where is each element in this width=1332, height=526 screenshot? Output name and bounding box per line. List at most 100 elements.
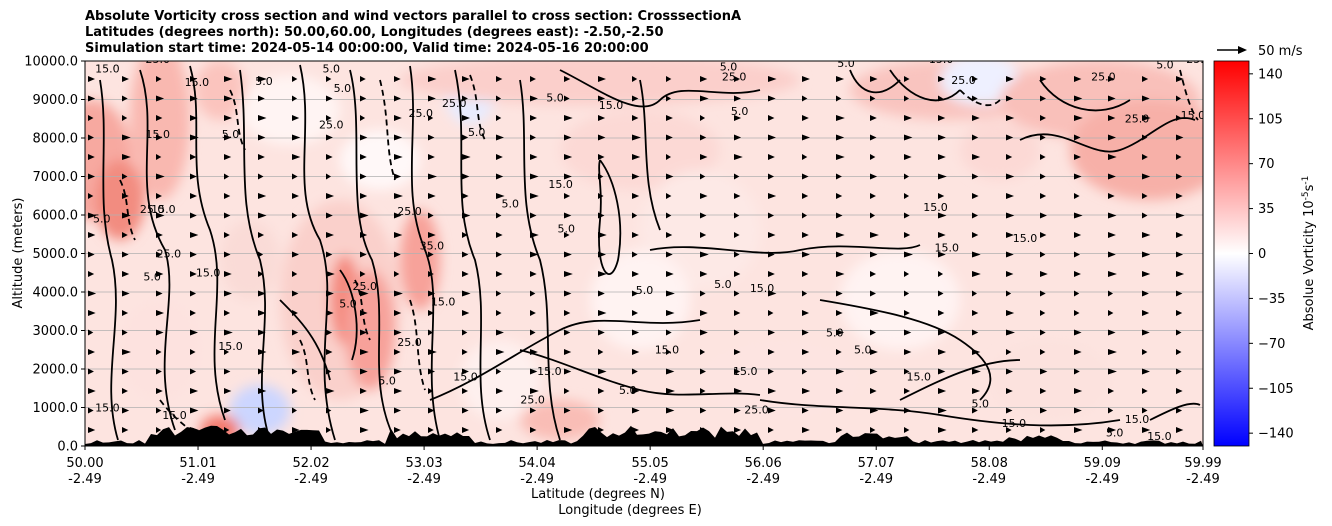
x-tick-label-longitude: -2.49: [407, 472, 441, 487]
wind-vector: [666, 232, 673, 238]
wind-vector: [156, 407, 162, 414]
wind-vector: [496, 115, 502, 121]
wind-vector: [224, 115, 232, 121]
wind-vector: [122, 368, 129, 375]
contour-label: 25.0: [1091, 70, 1116, 83]
contour-label: 25.0: [744, 403, 769, 416]
y-tick-label: 6000.0: [33, 209, 79, 224]
wind-vector: [768, 329, 775, 336]
wind-vector: [700, 290, 706, 297]
wind-vector: [768, 232, 776, 238]
colorbar-tick-label: −35: [1258, 292, 1285, 307]
wind-vector: [1108, 95, 1116, 102]
wind-vector: [530, 388, 539, 394]
wind-vector: [428, 76, 437, 82]
wind-vector: [122, 76, 129, 82]
wind-vector: [904, 115, 912, 121]
x-tick-label-longitude: -2.49: [972, 472, 1006, 487]
wind-vector: [938, 251, 946, 258]
wind-vector: [428, 134, 435, 141]
shading-patch: [220, 220, 280, 300]
wind-vector: [972, 173, 979, 180]
shading-patch: [345, 270, 395, 390]
wind-vector: [1176, 251, 1184, 258]
contour-line-negative: [229, 89, 246, 151]
wind-vector: [360, 349, 369, 355]
wind-vector: [1040, 232, 1047, 238]
wind-vector: [462, 368, 469, 375]
wind-vector: [394, 134, 403, 141]
x-tick-label-longitude: -2.49: [746, 472, 780, 487]
wind-vector: [122, 251, 129, 258]
wind-vector: [768, 349, 775, 355]
wind-vector: [428, 212, 434, 219]
wind-vector: [666, 329, 672, 336]
wind-vector: [1176, 173, 1183, 180]
wind-vector: [666, 134, 673, 141]
wind-vector: [224, 388, 232, 394]
wind-vector: [564, 193, 571, 199]
wind-vector: [700, 173, 706, 180]
x-tick-label-longitude: -2.49: [294, 472, 328, 487]
contour-label: 25.0: [157, 247, 182, 260]
wind-vector: [156, 76, 162, 82]
wind-vector: [836, 212, 843, 219]
vorticity-shading: [85, 61, 1203, 445]
shading-patch: [590, 250, 690, 350]
wind-vector: [190, 154, 197, 160]
y-tick-label: 5000.0: [33, 247, 79, 262]
wind-vector: [632, 388, 640, 394]
wind-vector: [802, 95, 808, 102]
wind-vector: [428, 349, 437, 355]
x-axis-label-longitude: Longitude (degrees E): [558, 503, 702, 518]
wind-vector: [666, 310, 675, 316]
wind-vector: [1006, 290, 1012, 297]
vorticity-contours: [99, 64, 1201, 441]
wind-vector: [360, 115, 366, 121]
wind-vector: [88, 329, 94, 336]
wind-vector: [1142, 388, 1148, 394]
wind-vector: [1108, 368, 1117, 375]
wind-vector: [870, 76, 878, 82]
wind-vector: [258, 290, 266, 297]
wind-vector: [292, 310, 298, 316]
wind-vector: [1040, 271, 1048, 277]
contour-line-positive: [299, 64, 336, 441]
wind-vector: [258, 212, 267, 219]
wind-vector: [156, 388, 163, 394]
wind-vector: [904, 76, 910, 82]
contour-line-positive: [759, 399, 1121, 427]
wind-vector: [190, 115, 198, 121]
wind-vector: [666, 349, 672, 355]
wind-vector: [1006, 310, 1015, 316]
shading-patch: [195, 61, 245, 120]
wind-vector: [462, 154, 471, 160]
wind-vector: [1040, 388, 1047, 394]
wind-vector: [700, 310, 708, 316]
wind-vector: [190, 388, 199, 394]
wind-vector: [394, 154, 403, 160]
wind-vector: [462, 290, 471, 297]
wind-vector: [326, 407, 332, 414]
wind-vector: [190, 310, 196, 316]
wind-vector: [734, 154, 743, 160]
wind-vector: [190, 76, 197, 82]
contour-label: 25.0: [353, 280, 378, 293]
wind-vector: [938, 193, 945, 199]
wind-vector: [394, 76, 401, 82]
wind-vectors: [88, 76, 1185, 433]
wind-vector: [870, 388, 877, 394]
contour-label: 25.0: [408, 107, 433, 120]
wind-vector: [768, 271, 775, 277]
colorbar: 140 105 70 35 0 −35 −70 −105 −140 Absolue Vortic…: [1213, 60, 1317, 447]
contour-label: 25.0: [319, 118, 344, 131]
wind-vector: [258, 193, 267, 199]
wind-vector: [1006, 388, 1013, 394]
shading-patch: [520, 400, 600, 440]
wind-vector: [462, 173, 470, 180]
wind-vector: [190, 251, 197, 258]
x-tick-label-latitude: 57.07: [858, 456, 895, 471]
contour-label: 15.0: [151, 203, 176, 216]
wind-vector: [734, 193, 741, 199]
contour-line-positive: [189, 65, 226, 421]
